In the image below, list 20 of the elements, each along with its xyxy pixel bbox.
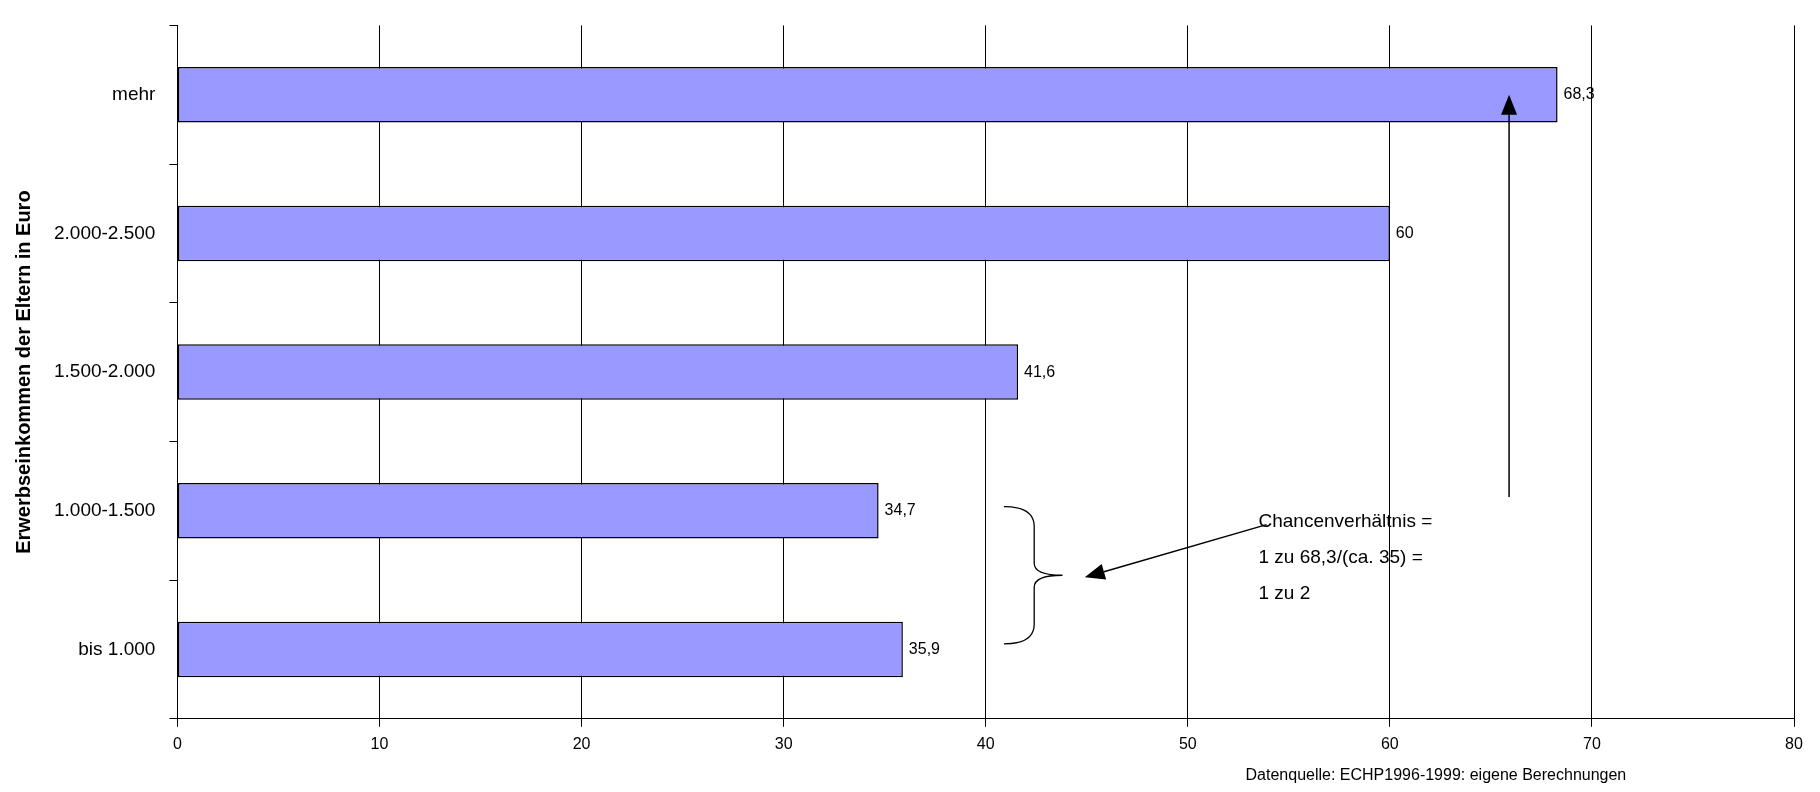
x-tick-label: 60 xyxy=(1380,734,1399,752)
data-label: 60 xyxy=(1395,223,1414,241)
x-tick-label: 0 xyxy=(172,734,182,752)
x-tick-label: 30 xyxy=(774,734,793,752)
text: Datenquelle: ECHP1996-1999: eigene Berechnungen xyxy=(1245,766,1627,784)
data-label: 41,6 xyxy=(1024,362,1056,380)
x-tick-label: 80 xyxy=(1785,734,1803,752)
y-tick-label: bis 1.000 xyxy=(78,637,156,659)
y-tick-label: 1.000-1.500 xyxy=(54,499,156,521)
y-tick-label: 2.000-2.500 xyxy=(54,221,156,243)
x-tick-label: 70 xyxy=(1583,734,1601,752)
x-tick-label: 20 xyxy=(572,734,591,752)
x-tick-label: 10 xyxy=(370,734,389,752)
y-tick-label: mehr xyxy=(112,82,157,104)
data-label: 35,9 xyxy=(908,639,941,657)
y-tick-label: 1.500-2.000 xyxy=(54,360,156,382)
x-tick-label: 40 xyxy=(976,734,995,752)
x-tick-label: 50 xyxy=(1178,734,1197,752)
y-axis-title: Erwerbseinkommen der Eltern in Euro xyxy=(11,190,34,554)
data-label: 34,7 xyxy=(884,501,916,519)
